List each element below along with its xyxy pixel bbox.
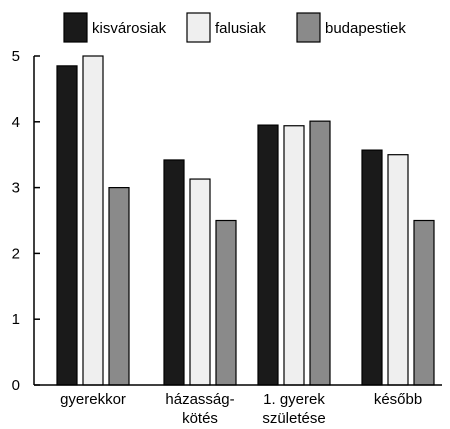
y-tick-label: 2: [12, 245, 20, 262]
x-category-label: házasság-: [165, 391, 234, 408]
legend-swatch-falusiak: [186, 12, 211, 43]
y-tick-label: 0: [12, 377, 20, 394]
legend-label-budapestiek: budapestiek: [325, 20, 406, 37]
bar-budapestiek-2: [309, 120, 331, 386]
bar-falusiak-3: [387, 154, 409, 386]
x-category-label: kötés: [182, 410, 218, 427]
x-category-label: gyerekkor: [60, 391, 126, 408]
legend-label-kisvárosiak: kisvárosiak: [92, 20, 167, 37]
bar-kisvárosiak-2: [257, 124, 279, 386]
bar-budapestiek-0: [108, 187, 130, 386]
bar-budapestiek-1: [215, 219, 237, 386]
bar-kisvárosiak-3: [361, 149, 383, 386]
x-category-label: később: [374, 391, 422, 408]
bar-falusiak-1: [189, 178, 211, 386]
legend: kisvárosiak falusiak budapestiek: [63, 12, 406, 43]
bar-kisvárosiak-0: [56, 65, 78, 386]
y-tick-label: 5: [12, 48, 20, 65]
x-category-label: születése: [262, 410, 325, 427]
bar-kisvárosiak-1: [163, 159, 185, 386]
axes: [33, 56, 442, 386]
legend-label-falusiak: falusiak: [215, 20, 266, 37]
bar-falusiak-2: [283, 125, 305, 386]
bar-falusiak-0: [82, 55, 104, 386]
y-tick-label: 3: [12, 180, 20, 197]
x-labels: gyerekkor házasság-kötés 1. gyerek születés…: [60, 391, 422, 427]
legend-swatch-budapestiek: [296, 12, 321, 43]
y-tick-label: 4: [12, 114, 20, 131]
x-category-label: 1. gyerek: [263, 391, 325, 408]
bars: [56, 55, 435, 386]
bar-budapestiek-3: [413, 219, 435, 386]
y-tick-label: 1: [12, 311, 20, 328]
legend-swatch-kisvárosiak: [63, 12, 88, 43]
y-ticks: 0 1 2 3 4 5: [12, 48, 40, 394]
